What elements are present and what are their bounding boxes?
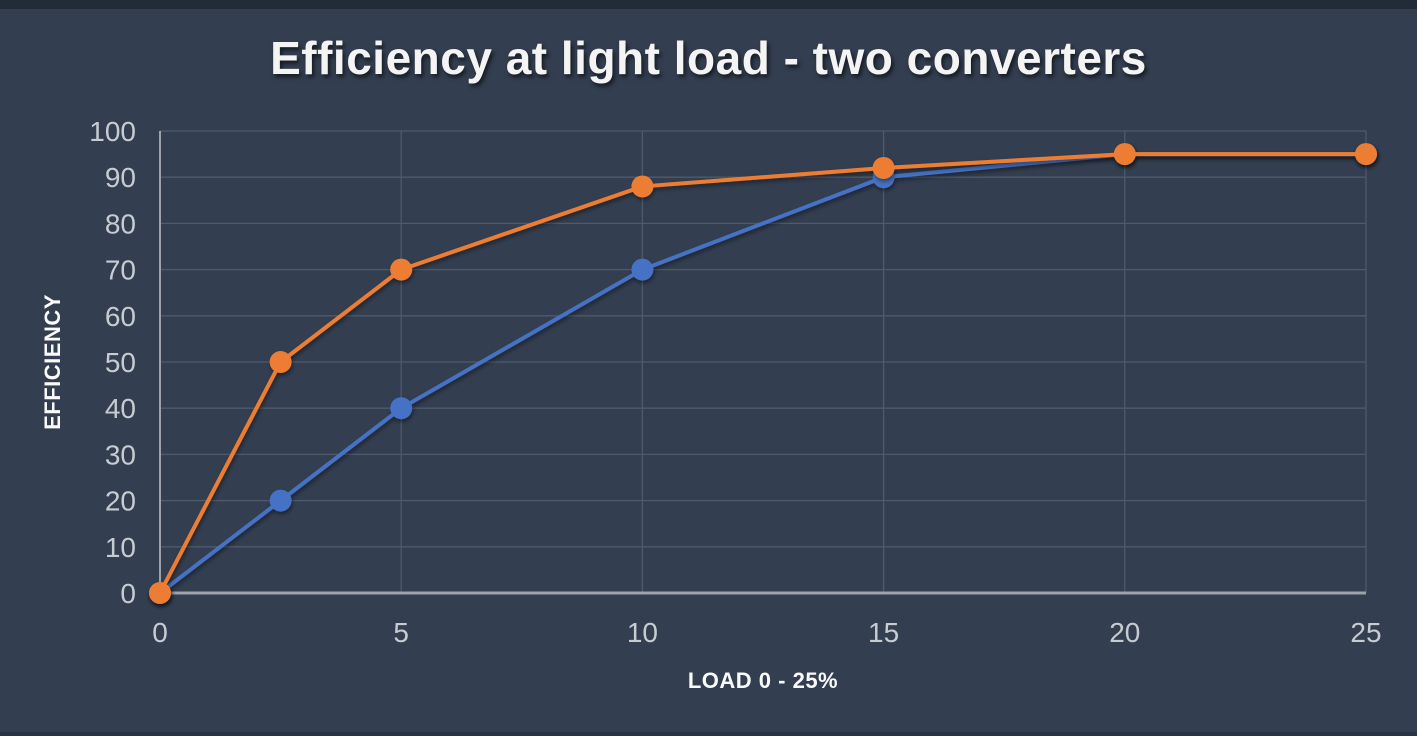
- x-tick-label: 0: [152, 617, 168, 648]
- top-edge-strip: [0, 0, 1417, 9]
- data-point-marker-converter-blue[interactable]: [631, 258, 654, 281]
- data-point-marker-converter-blue[interactable]: [390, 397, 413, 420]
- x-tick-label: 15: [868, 617, 899, 648]
- series-converter-blue[interactable]: [149, 143, 1377, 604]
- y-tick-label: 50: [105, 347, 136, 378]
- chart-title: Efficiency at light load - two converter…: [270, 32, 1147, 84]
- data-point-marker-converter-orange[interactable]: [390, 258, 413, 281]
- bottom-edge-strip: [0, 732, 1417, 736]
- y-tick-label: 40: [105, 393, 136, 424]
- y-tick-label: 30: [105, 439, 136, 470]
- data-point-marker-converter-blue[interactable]: [269, 489, 292, 512]
- tick-labels: 0 10 20 30 40 50 60 70 80 90 100 0 5 10 15 20 25: [89, 116, 1381, 648]
- series-line-converter-blue[interactable]: [158, 152, 1368, 595]
- y-tick-label: 70: [105, 255, 136, 286]
- data-point-marker-converter-orange[interactable]: [872, 156, 895, 179]
- y-tick-label: 80: [105, 208, 136, 239]
- data-point-marker-converter-orange[interactable]: [269, 351, 292, 373]
- y-tick-label: 60: [105, 301, 136, 332]
- y-axis-title: EFFICIENCY: [40, 294, 65, 430]
- y-tick-label: 90: [105, 162, 136, 193]
- y-tick-label: 20: [105, 486, 136, 517]
- x-tick-label: 25: [1350, 617, 1381, 648]
- y-tick-label: 0: [120, 578, 136, 609]
- data-point-marker-converter-orange[interactable]: [1355, 143, 1377, 166]
- axis-lines: [159, 131, 1366, 595]
- data-point-marker-converter-orange[interactable]: [149, 582, 171, 604]
- data-point-marker-converter-orange[interactable]: [1113, 143, 1136, 166]
- series-converter-orange[interactable]: [149, 143, 1377, 604]
- x-tick-label: 10: [627, 617, 658, 648]
- x-axis-title: LOAD 0 - 25%: [688, 668, 838, 693]
- data-point-marker-converter-orange[interactable]: [631, 175, 654, 198]
- x-tick-label: 5: [393, 617, 409, 648]
- gridlines: [160, 130, 1367, 593]
- series-line-converter-orange[interactable]: [158, 152, 1368, 595]
- y-tick-label: 100: [89, 116, 136, 147]
- y-tick-label: 10: [105, 532, 136, 563]
- x-tick-label: 20: [1109, 617, 1140, 648]
